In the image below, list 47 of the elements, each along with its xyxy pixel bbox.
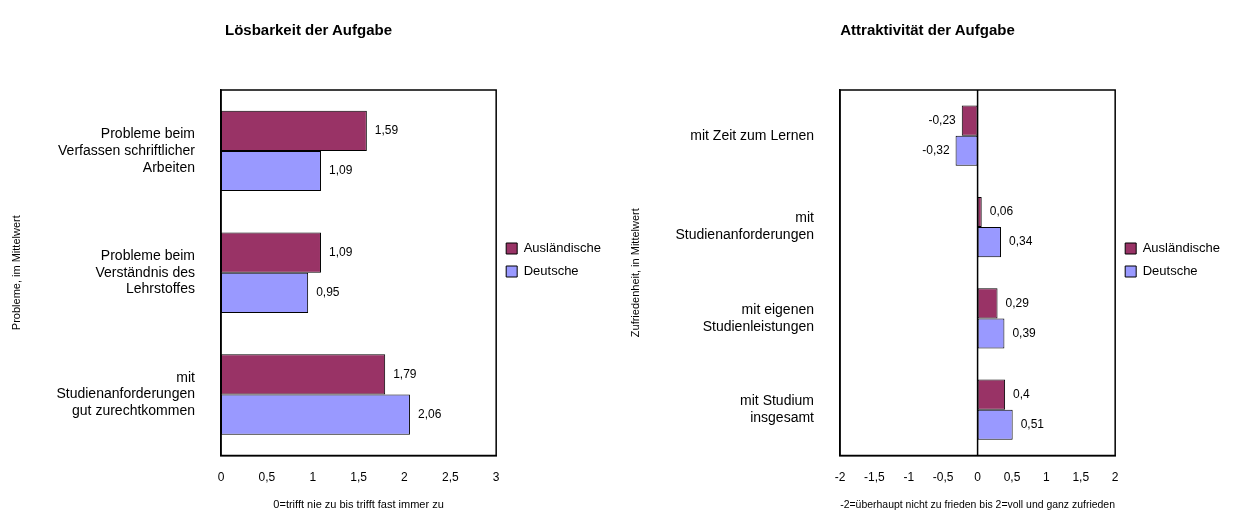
data-label: 0,39 xyxy=(1012,325,1037,340)
x-tick-label: 0 xyxy=(974,469,982,484)
y-tick-label: mit Studienanforderungen gut zurechtkommen xyxy=(56,368,196,419)
data-label: 0,29 xyxy=(1005,295,1030,310)
x-tick-label: 2 xyxy=(1111,469,1119,484)
data-label: 0,95 xyxy=(316,285,340,300)
x-tick-label: -1 xyxy=(903,469,915,484)
x-axis-title: 0=trifft nie zu bis trifft fast immer zu xyxy=(273,498,444,511)
data-label: 0,4 xyxy=(1013,386,1031,401)
data-label: 1,79 xyxy=(393,366,417,381)
x-tick-label: 1 xyxy=(309,469,317,484)
y-tick-label: Probleme beim Verständnis des Lehrstoffes xyxy=(95,246,195,297)
data-label: 1,09 xyxy=(328,244,353,259)
x-tick-label: 2 xyxy=(401,469,409,484)
x-tick-label: 1 xyxy=(1043,469,1051,484)
y-tick-label: mit Studium insgesamt xyxy=(740,392,815,425)
y-tick-label: mit eigenen Studienleistungen xyxy=(702,300,814,334)
x-tick-label: 0,5 xyxy=(258,469,276,484)
x-tick-label: 0 xyxy=(217,469,225,484)
legend-label: Deutsche xyxy=(1142,263,1198,279)
x-tick-label: 0,5 xyxy=(1003,469,1021,484)
x-tick-label: -1,5 xyxy=(864,469,886,484)
data-label: 1,09 xyxy=(328,163,353,178)
x-tick-label: -2 xyxy=(834,469,846,484)
x-tick-label: 1,5 xyxy=(1072,469,1090,484)
data-label: 1,59 xyxy=(374,123,399,138)
y-axis-title: Zufriedenheit, in Mittelwert xyxy=(628,208,641,338)
x-axis-title: -2=überhaupt nicht zu frieden bis 2=voll und ganz zufrieden xyxy=(840,498,1115,511)
x-tick-label: 1,5 xyxy=(350,469,368,484)
y-tick-label: mit Studienanforderungen xyxy=(675,209,815,243)
y-axis-title: Probleme, im Mittelwert xyxy=(9,215,22,331)
legend-label: Deutsche xyxy=(523,263,579,279)
x-tick-label: -0,5 xyxy=(932,469,954,484)
data-label: 0,34 xyxy=(1008,234,1033,249)
x-tick-label: 3 xyxy=(492,469,500,484)
y-tick-label: Probleme beim Verfassen schriftlicher Arbeiten xyxy=(58,124,196,175)
chart-title: Attraktivität der Aufgabe xyxy=(840,21,1015,39)
data-label: -0,23 xyxy=(928,112,957,127)
data-label: 0,06 xyxy=(989,204,1014,219)
data-label: 2,06 xyxy=(417,406,442,421)
data-label: 0,51 xyxy=(1020,417,1045,432)
legend-label: Ausländische xyxy=(1142,240,1220,256)
legend-label: Ausländische xyxy=(523,240,601,256)
chart-title: Lösbarkeit der Aufgabe xyxy=(225,21,392,39)
data-label: -0,32 xyxy=(922,143,950,158)
x-tick-label: 2,5 xyxy=(441,469,459,484)
y-tick-label: mit Zeit zum Lernen xyxy=(690,126,814,143)
